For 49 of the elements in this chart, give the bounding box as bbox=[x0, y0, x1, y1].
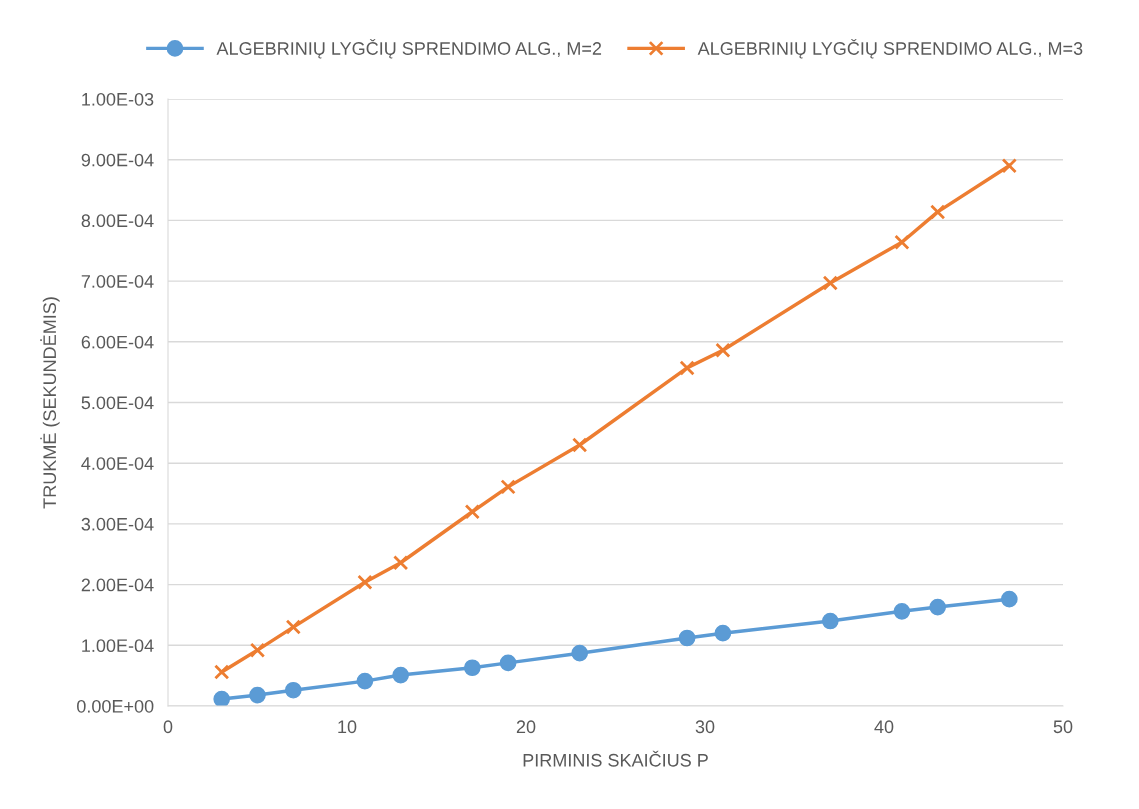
point bbox=[464, 504, 480, 520]
y-tick-label: 0.00E+00 bbox=[77, 699, 154, 713]
y-tick-label: 4.00E-04 bbox=[81, 457, 154, 470]
x-tick-label: 0 bbox=[163, 720, 173, 734]
point bbox=[214, 664, 230, 680]
point bbox=[1000, 590, 1018, 608]
point bbox=[930, 204, 946, 220]
y-tick-label: 2.00E-04 bbox=[81, 578, 154, 592]
x-axis-title: PIRMINIS SKAIČIUS P bbox=[523, 750, 708, 767]
legend-label: ALGEBRINIŲ LYGČIŲ SPRENDIMO ALG., M=3 bbox=[697, 38, 1083, 59]
point bbox=[571, 644, 589, 662]
y-tick-label: 3.00E-04 bbox=[81, 517, 154, 531]
y-tick-label: 6.00E-04 bbox=[81, 335, 154, 349]
point bbox=[822, 275, 838, 291]
legend-label: ALGEBRINIŲ LYGČIŲ SPRENDIMO ALG., M=2 bbox=[216, 38, 602, 59]
point bbox=[1001, 158, 1017, 174]
point bbox=[821, 612, 839, 630]
y-tick-label: 9.00E-04 bbox=[81, 153, 154, 167]
point bbox=[393, 555, 409, 571]
y-tick-label: 1.00E-03 bbox=[82, 92, 154, 106]
point bbox=[499, 654, 517, 672]
y-tick-label: 7.00E-04 bbox=[81, 275, 154, 288]
x-tick-label: 20 bbox=[516, 720, 536, 734]
x-tick-label: 50 bbox=[1053, 720, 1073, 734]
point bbox=[249, 686, 266, 704]
point bbox=[463, 659, 481, 677]
y-tick-label: 5.00E-04 bbox=[81, 396, 154, 410]
point bbox=[356, 672, 374, 690]
y-tick-label: 8.00E-04 bbox=[81, 214, 154, 228]
point bbox=[284, 681, 302, 699]
point bbox=[572, 437, 588, 453]
point bbox=[285, 619, 301, 635]
point bbox=[213, 690, 231, 706]
point bbox=[894, 234, 910, 250]
point bbox=[357, 574, 373, 590]
x-tick-label: 10 bbox=[338, 720, 357, 734]
point bbox=[392, 666, 410, 684]
x-tick-label: 40 bbox=[874, 720, 894, 734]
point bbox=[500, 479, 516, 495]
x-tick-label: 30 bbox=[695, 720, 715, 734]
point bbox=[678, 629, 696, 647]
y-tick-label: 1.00E-04 bbox=[82, 639, 154, 653]
y-axis-title: TRUKMĖ (SEKUNDĖMIS) bbox=[40, 297, 60, 509]
point bbox=[929, 598, 947, 616]
point bbox=[715, 342, 731, 358]
point bbox=[893, 602, 911, 620]
point bbox=[679, 360, 695, 376]
point bbox=[249, 642, 266, 658]
point bbox=[714, 624, 732, 642]
